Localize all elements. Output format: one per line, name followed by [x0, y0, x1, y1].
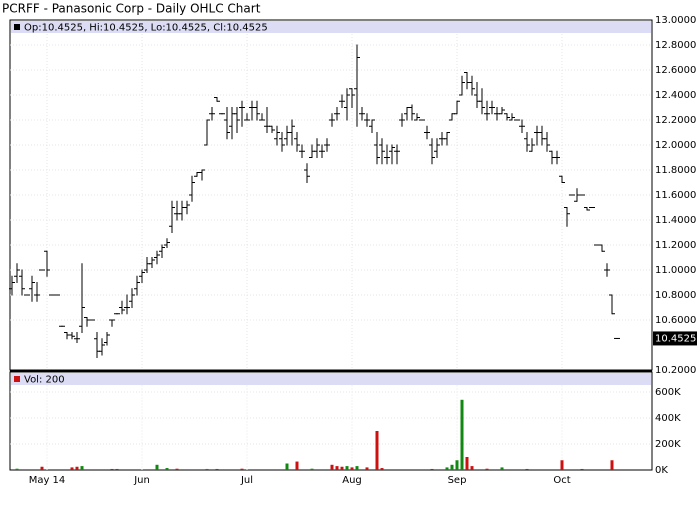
volume-bar: [310, 468, 314, 470]
volume-bar: [110, 468, 114, 470]
volume-bar: [375, 431, 379, 470]
volume-bar: [115, 468, 119, 470]
info-icon: [14, 24, 20, 30]
volume-bar: [455, 460, 459, 470]
y-tick-label: 11.0000: [655, 265, 696, 276]
volume-bar: [15, 468, 19, 470]
volume-bar: [165, 468, 169, 470]
y-tick-label: 11.4000: [655, 215, 696, 226]
volume-bar: [240, 468, 244, 470]
volume-bar: [355, 466, 359, 470]
y-tick-label: 13.0000: [655, 15, 696, 26]
volume-bar: [610, 460, 614, 470]
volume-bar: [205, 468, 209, 470]
volume-bar: [340, 466, 344, 470]
volume-bar: [580, 468, 584, 470]
x-tick-label: Jul: [240, 475, 253, 486]
last-price-box: [653, 331, 697, 346]
y-tick-label: 11.6000: [655, 190, 696, 201]
volume-bar: [500, 467, 504, 470]
volume-bar: [70, 467, 74, 470]
volume-bar: [155, 464, 159, 470]
volume-bar: [485, 468, 489, 470]
y-tick-label: 11.8000: [655, 165, 696, 176]
volume-tick-label: 400K: [655, 413, 681, 424]
last-price-label: 10.4525: [655, 333, 696, 344]
info-text: Op:10.4525, Hi:10.4525, Lo:10.4525, Cl:1…: [24, 23, 268, 34]
volume-bar: [335, 466, 339, 470]
volume-bar: [460, 399, 464, 470]
marks: [9, 44, 620, 470]
y-tick-label: 12.6000: [655, 65, 696, 76]
volume-bar: [80, 466, 84, 470]
volume-bar: [380, 468, 384, 470]
x-tick-label: Aug: [342, 475, 362, 486]
volume-bar: [75, 466, 79, 470]
y-tick-label: 12.8000: [655, 40, 696, 51]
y-tick-label: 11.2000: [655, 240, 696, 251]
volume-label: Vol: 200: [24, 375, 65, 386]
volume-bar: [345, 466, 349, 470]
volume-tick-label: 0K: [655, 465, 668, 476]
y-tick-label: 10.8000: [655, 290, 696, 301]
info-band: [11, 21, 651, 33]
volume-bar: [285, 463, 289, 470]
volume-bar: [560, 460, 564, 470]
x-tick-label: Sep: [448, 475, 467, 486]
volume-bar: [430, 468, 434, 470]
volume-bar: [450, 464, 454, 470]
y-tick-label: 10.2000: [655, 365, 696, 376]
volume-bar: [470, 466, 474, 470]
volume-bar: [350, 467, 354, 470]
volume-icon: [14, 376, 20, 382]
volume-bar: [40, 466, 44, 470]
x-tick-label: Jun: [133, 475, 150, 486]
volume-bar: [330, 464, 334, 470]
y-tick-label: 12.4000: [655, 90, 696, 101]
x-tick-label: Oct: [553, 475, 570, 486]
chart-title: PCRFF - Panasonic Corp - Daily OHLC Char…: [2, 2, 261, 16]
volume-bar: [525, 468, 529, 470]
volume-bar: [295, 461, 299, 470]
volume-bar: [445, 467, 449, 470]
volume-band: [11, 373, 651, 385]
volume-bar: [365, 467, 369, 470]
volume-panel: [9, 371, 653, 471]
volume-bar: [465, 457, 469, 470]
volume-bar: [175, 468, 179, 470]
volume-bar: [215, 468, 219, 470]
x-tick-label: May 14: [29, 475, 66, 486]
volume-tick-label: 600K: [655, 387, 681, 398]
y-tick-label: 12.2000: [655, 115, 696, 126]
y-tick-label: 10.6000: [655, 315, 696, 326]
y-tick-label: 12.0000: [655, 140, 696, 151]
volume-tick-label: 200K: [655, 439, 681, 450]
